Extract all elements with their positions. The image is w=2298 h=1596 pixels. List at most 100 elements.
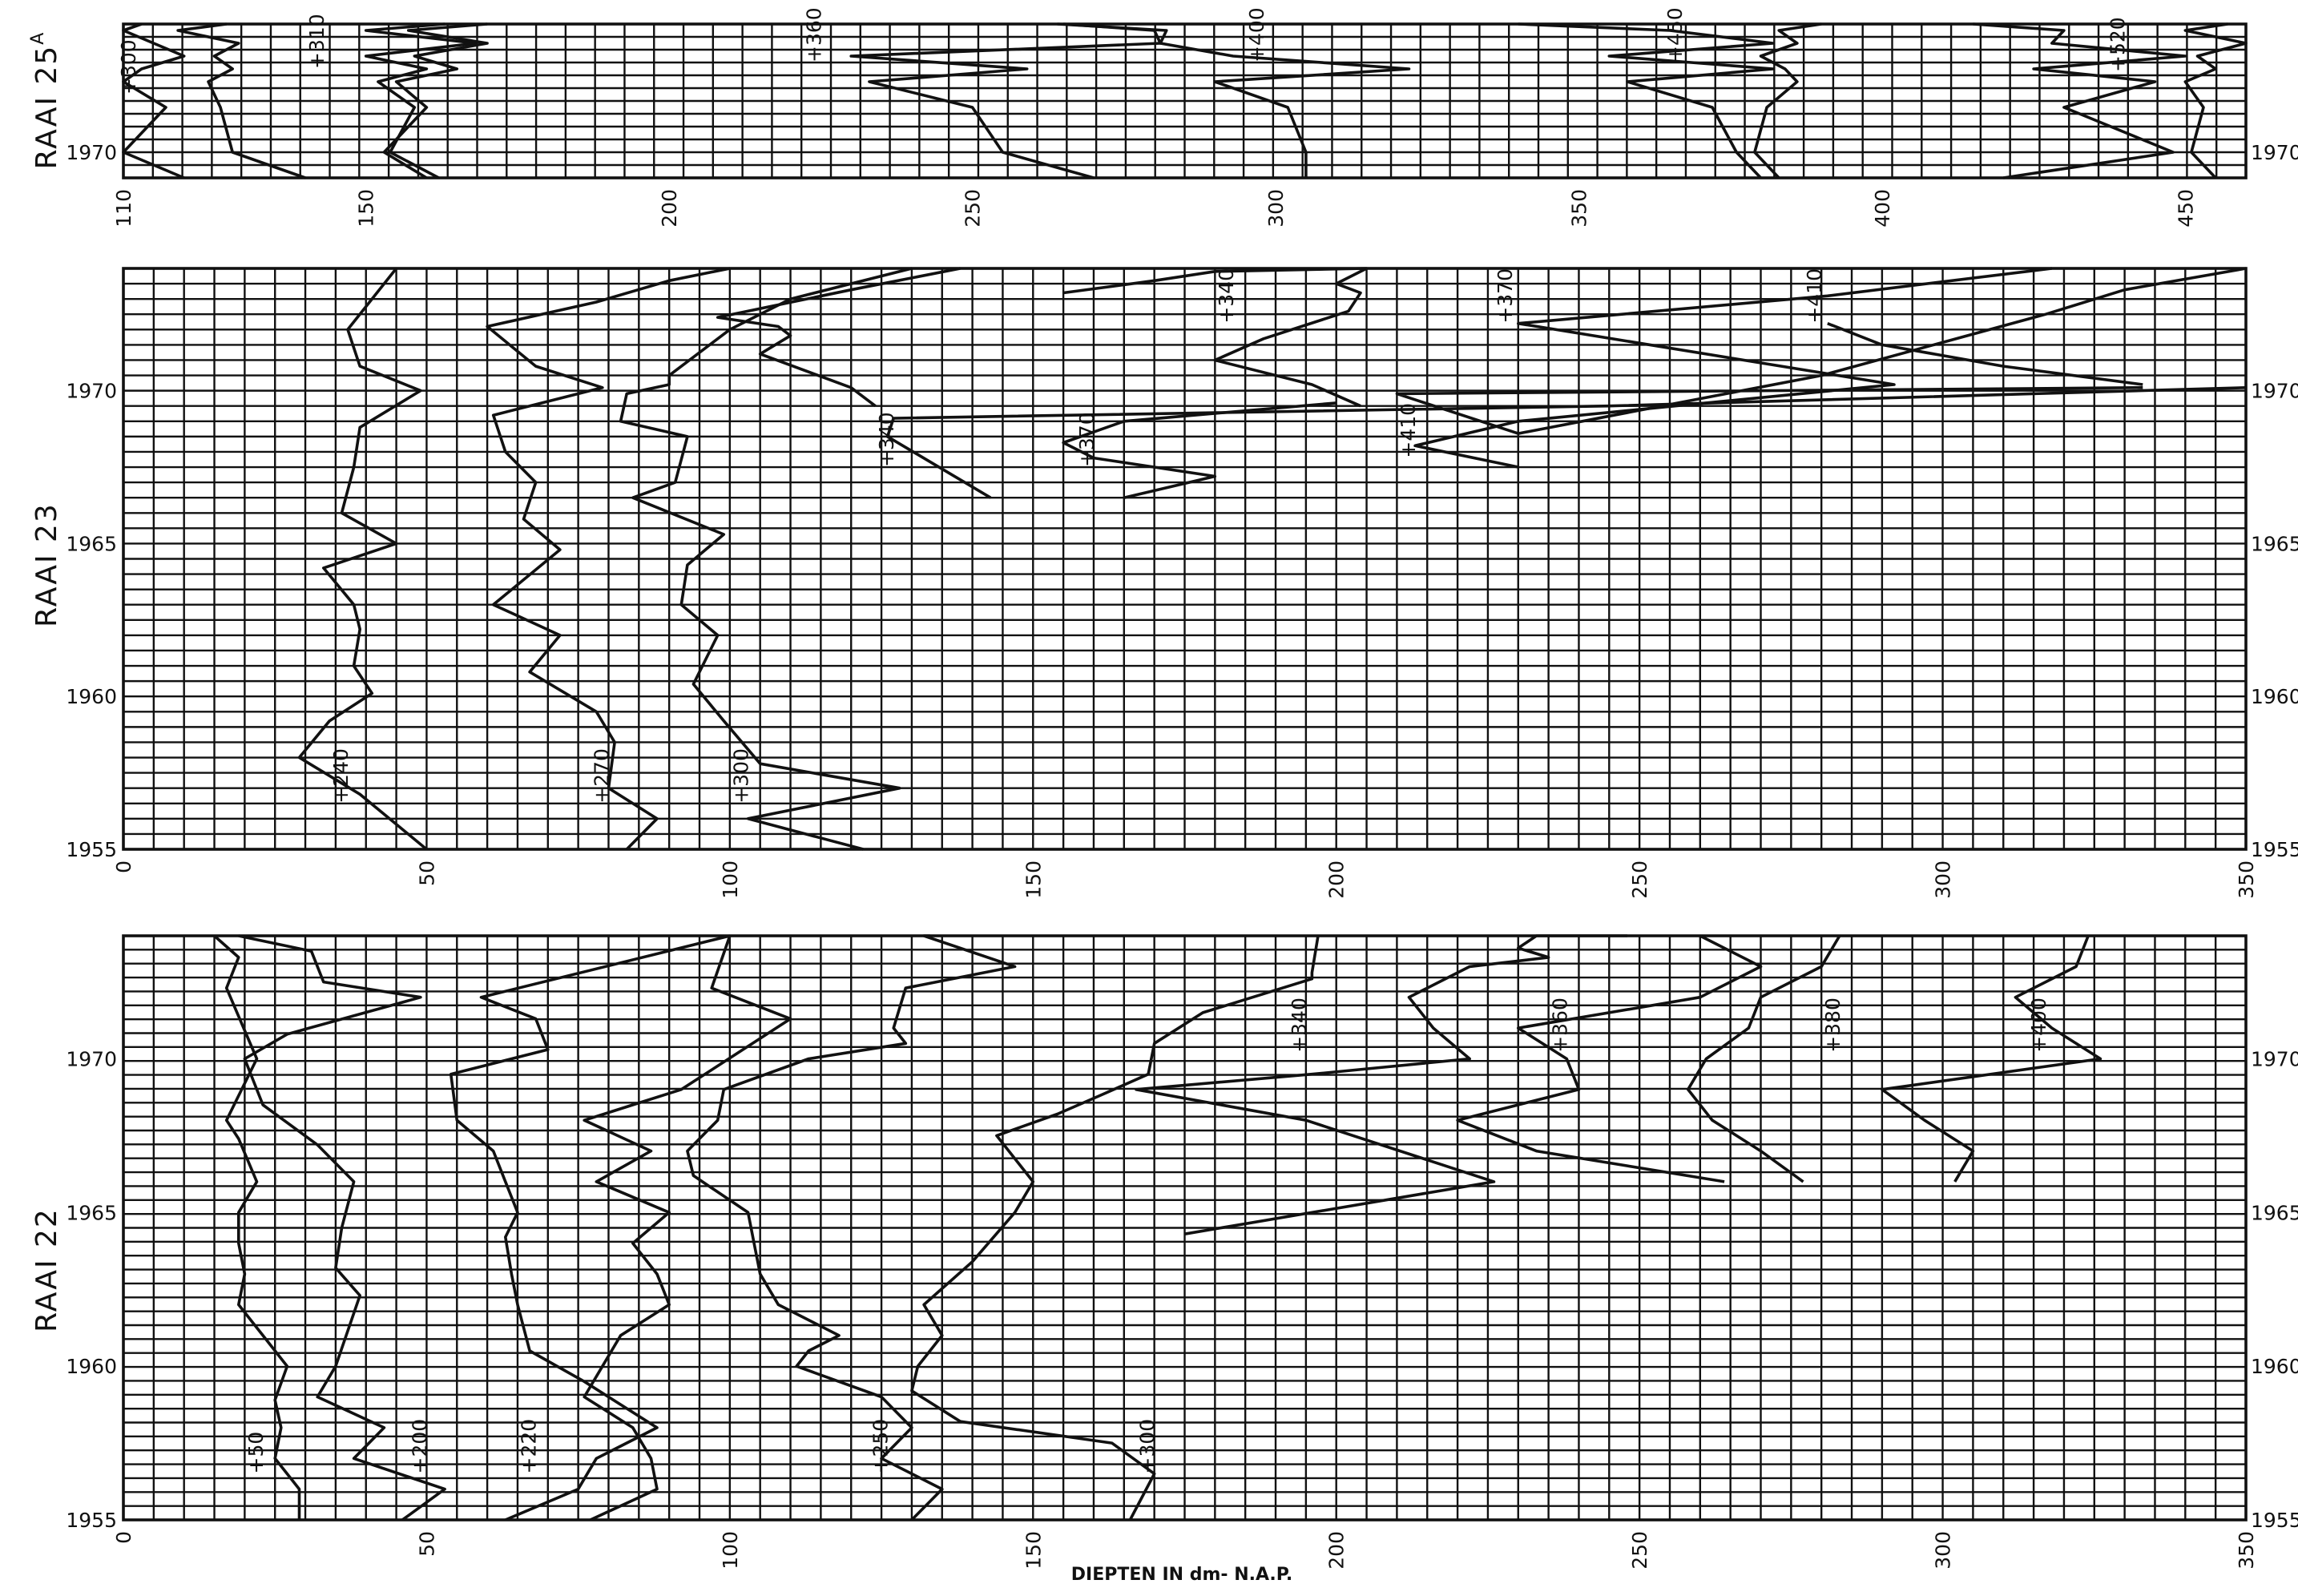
panel-title: RAAI 23 xyxy=(30,502,63,627)
y-tick-label-left: 1970 xyxy=(66,141,117,164)
grid xyxy=(123,268,2246,849)
series-label: +340 xyxy=(875,412,898,467)
grid xyxy=(123,936,2246,1520)
x-tick-label: 150 xyxy=(1022,1531,1045,1570)
x-tick-label: 150 xyxy=(1022,860,1045,899)
series-line xyxy=(1973,22,2187,179)
x-tick-label: 150 xyxy=(355,189,378,228)
series-line xyxy=(716,267,961,408)
series-line xyxy=(297,267,428,851)
y-tick-label-right: 1965 xyxy=(2251,1201,2298,1224)
x-tick-label: 450 xyxy=(2174,189,2197,228)
y-tick-label-right: 1970 xyxy=(2251,141,2298,164)
series-line xyxy=(382,22,489,179)
plot-frame xyxy=(122,22,2248,179)
series-label: +270 xyxy=(590,748,613,804)
panel-title: RAAI 22 xyxy=(30,1207,63,1332)
y-tick-label-left: 1965 xyxy=(66,1201,117,1224)
y-tick-label-left: 1970 xyxy=(66,380,117,403)
series-label: +360 xyxy=(1548,998,1571,1053)
series-line xyxy=(686,934,1017,1521)
y-tick-label-left: 1955 xyxy=(66,838,117,861)
series-label: +400 xyxy=(2027,998,2050,1053)
series-line xyxy=(910,935,1320,1521)
x-tick-label: 50 xyxy=(415,1531,438,1557)
series-line xyxy=(849,22,1162,179)
series-label: +380 xyxy=(1821,998,1844,1053)
series-label: +300 xyxy=(730,748,753,804)
series-line xyxy=(885,386,2247,499)
y-tick-label-left: 1960 xyxy=(66,1355,117,1378)
y-tick-label-right: 1960 xyxy=(2251,1355,2298,1378)
x-tick-label: 250 xyxy=(962,189,985,228)
y-tick-label-left: 1965 xyxy=(66,532,117,555)
series-label: +450 xyxy=(1663,7,1687,62)
series-label: +520 xyxy=(2106,17,2130,72)
series-line xyxy=(122,22,186,179)
y-tick-label-right: 1955 xyxy=(2251,1509,2298,1532)
series-label: +220 xyxy=(518,1419,541,1474)
series-label: +340 xyxy=(1215,268,1238,324)
series-line xyxy=(1518,22,1775,179)
series-label: +340 xyxy=(1288,998,1311,1053)
series-line xyxy=(176,22,306,179)
x-tick-label: 200 xyxy=(1325,860,1349,899)
series-line xyxy=(1827,322,2143,386)
series-label: +300 xyxy=(1136,1419,1159,1474)
series-label: +200 xyxy=(408,1419,431,1474)
series-line xyxy=(1062,267,1369,408)
x-tick-label: 200 xyxy=(1325,1531,1349,1570)
x-tick-label: 300 xyxy=(1932,860,1955,899)
series-line xyxy=(1413,267,2053,469)
panel-title: RAAI 25A xyxy=(28,31,63,170)
series-line xyxy=(1062,401,1336,499)
series-line xyxy=(213,934,301,1520)
x-tick-label: 50 xyxy=(415,860,438,886)
series-line xyxy=(1395,267,2247,435)
x-tick-label: 400 xyxy=(1871,189,1894,228)
y-tick-label-right: 1965 xyxy=(2251,532,2298,555)
series-label: +360 xyxy=(802,7,825,62)
series-label: +410 xyxy=(1803,268,1826,324)
series-label: +240 xyxy=(329,748,353,804)
series-line xyxy=(619,267,913,851)
x-tick-label: 110 xyxy=(112,189,135,228)
x-tick-label: 100 xyxy=(719,1531,742,1570)
y-tick-label-right: 1955 xyxy=(2251,838,2298,861)
y-tick-label-right: 1960 xyxy=(2251,685,2298,708)
x-tick-label: 100 xyxy=(719,860,742,899)
series-line xyxy=(1881,935,2102,1183)
y-tick-label-left: 1955 xyxy=(66,1509,117,1532)
series-label: +310 xyxy=(305,14,329,69)
series-line xyxy=(1456,934,1763,1183)
series-line xyxy=(486,267,731,851)
x-tick-label: 0 xyxy=(112,860,135,873)
y-tick-label-right: 1970 xyxy=(2251,1047,2298,1070)
plot-frame xyxy=(122,267,2248,851)
series-label: +250 xyxy=(869,1419,893,1474)
series-line xyxy=(2183,22,2248,179)
series-label: +410 xyxy=(1397,403,1420,458)
series-label: +370 xyxy=(1075,412,1099,467)
x-tick-label: 300 xyxy=(1932,1531,1955,1570)
x-tick-label: 200 xyxy=(658,189,681,228)
series-label: +300 xyxy=(117,39,140,95)
series-label: +50 xyxy=(244,1432,268,1474)
y-tick-label-left: 1970 xyxy=(66,1047,117,1070)
series-line xyxy=(1753,22,1822,179)
series-label: +370 xyxy=(1494,268,1517,324)
series-label: +400 xyxy=(1245,7,1268,62)
x-tick-label: 350 xyxy=(1567,189,1590,228)
y-tick-label-right: 1970 xyxy=(2251,380,2298,403)
plot-frame xyxy=(122,934,2248,1521)
x-tick-label: 350 xyxy=(2235,1531,2258,1570)
series-line xyxy=(1686,935,1841,1183)
x-tick-label: 300 xyxy=(1264,189,1288,228)
x-tick-label: 0 xyxy=(112,1531,135,1544)
x-tick-label: 250 xyxy=(1628,1531,1651,1570)
